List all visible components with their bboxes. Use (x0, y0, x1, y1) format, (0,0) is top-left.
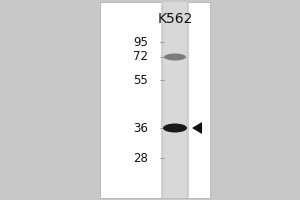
Text: 72: 72 (133, 50, 148, 64)
Bar (187, 2, 189, 198)
Bar (162, 2, 164, 198)
Text: 55: 55 (133, 73, 148, 86)
Text: 28: 28 (133, 152, 148, 164)
Text: K562: K562 (157, 12, 193, 26)
Bar (186, 2, 188, 198)
Text: 95: 95 (133, 36, 148, 48)
Polygon shape (192, 122, 202, 134)
Ellipse shape (164, 53, 186, 60)
Bar (161, 2, 189, 198)
Text: 36: 36 (133, 121, 148, 134)
Ellipse shape (163, 123, 187, 132)
Bar (161, 2, 163, 198)
Bar (100, 2, 210, 198)
